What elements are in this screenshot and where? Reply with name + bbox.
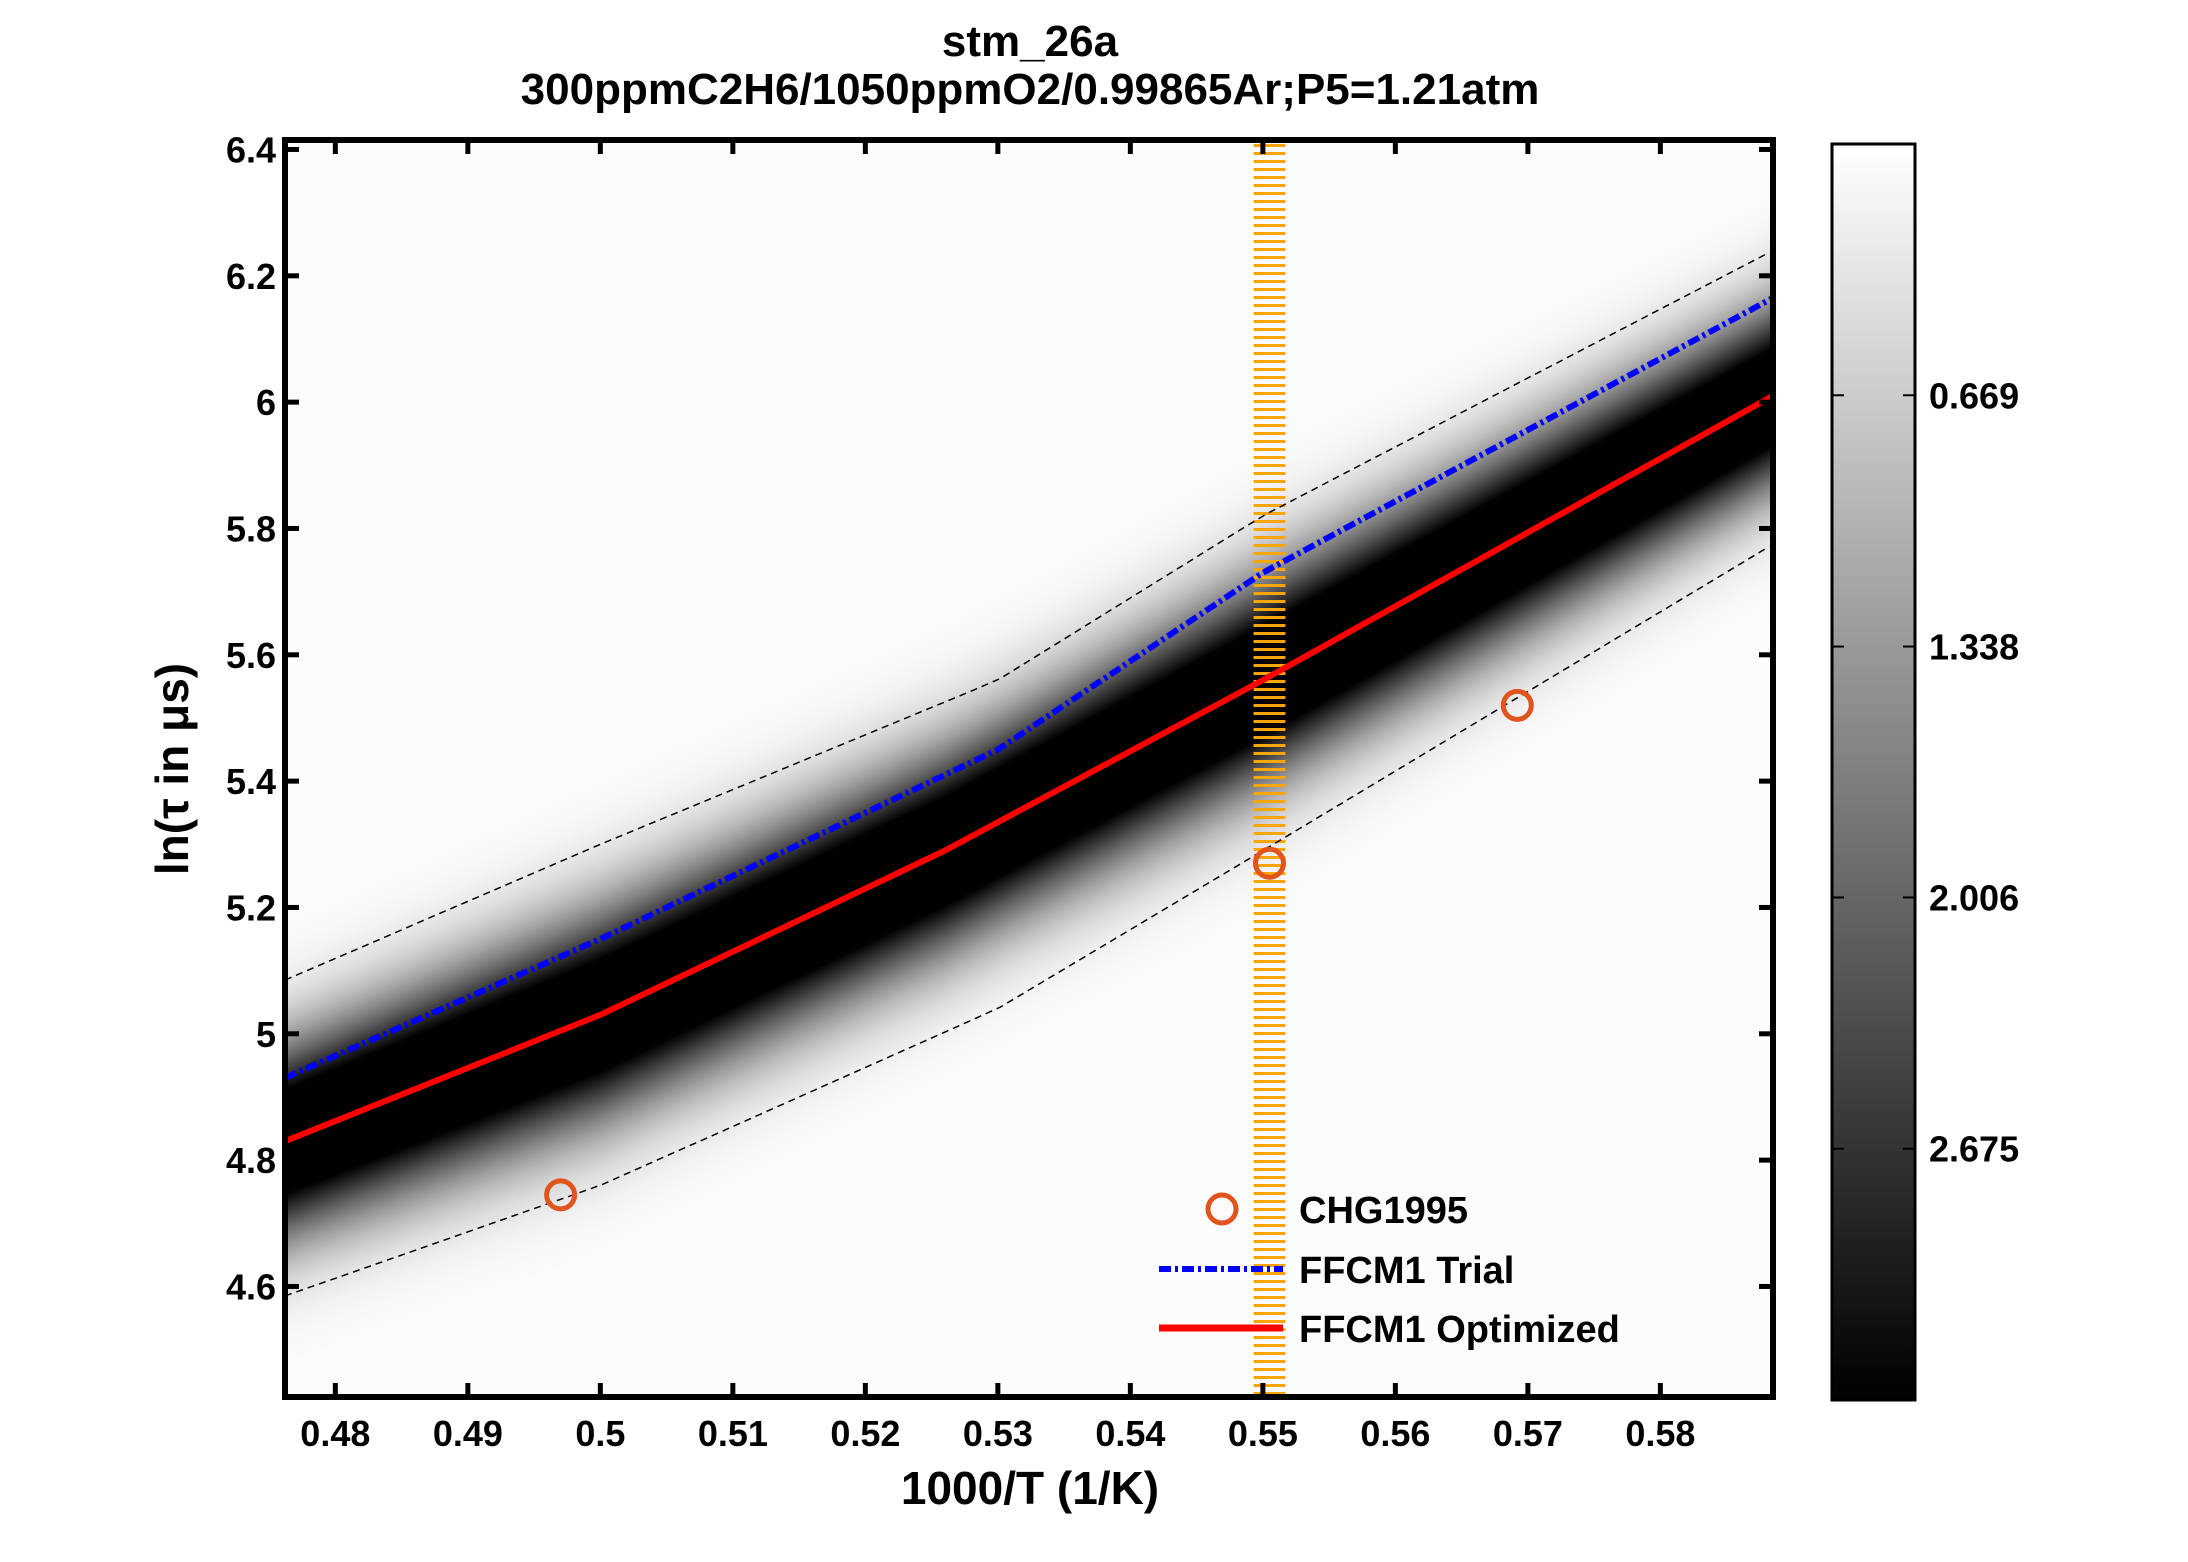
data-point [1252, 846, 1286, 880]
y-tick-label: 5.4 [226, 761, 276, 802]
x-tick-label: 0.57 [1493, 1413, 1563, 1454]
lower-bound-line [285, 545, 1770, 1297]
plot-frame [282, 137, 1776, 1400]
x-axis-label: 1000/T (1/K) [901, 1462, 1159, 1514]
chart-title: stm_26a [942, 17, 1119, 66]
x-tick-label: 0.53 [963, 1413, 1033, 1454]
colorbar-gradient [1830, 142, 1917, 1402]
x-tick-label: 0.48 [300, 1413, 370, 1454]
legend-label: FFCM1 Trial [1299, 1250, 1514, 1292]
optimized-series-line [285, 393, 1773, 1144]
legend-label: FFCM1 Optimized [1299, 1309, 1620, 1351]
y-tick-label: 6 [256, 382, 276, 423]
x-tick-label: 0.55 [1228, 1413, 1298, 1454]
trial-series-line [285, 295, 1773, 1081]
data-point [544, 1178, 578, 1212]
colorbar-tick-label: 2.006 [1929, 877, 2019, 918]
x-tick-label: 0.56 [1360, 1413, 1430, 1454]
y-tick-label: 5.6 [226, 635, 276, 676]
chart-subtitle: 300ppmC2H6/1050ppmO2/0.99865Ar;P5=1.21at… [521, 65, 1540, 114]
axes: 0.48 0.49 0.5 0.51 0.52 0.53 0.54 0.55 0.56 0.57 0… [226, 129, 1776, 1454]
y-tick-label: 6.4 [226, 129, 276, 170]
upper-bound-line [285, 251, 1770, 981]
colorbar: 0.669 1.338 2.006 2.675 [1830, 142, 2019, 1402]
plot-area [285, 140, 1773, 1397]
x-tick-label: 0.58 [1625, 1413, 1695, 1454]
y-tick-label: 4.6 [226, 1266, 276, 1307]
y-tick-label: 5.2 [226, 887, 276, 928]
x-tick-label: 0.51 [698, 1413, 768, 1454]
colorbar-tick-label: 0.669 [1929, 375, 2019, 416]
y-tick-label: 5 [256, 1014, 276, 1055]
data-point [1500, 688, 1534, 722]
y-axis-label: ln(τ in μs) [146, 663, 198, 875]
colorbar-tick-label: 2.675 [1929, 1129, 2019, 1170]
x-tick-label: 0.5 [575, 1413, 625, 1454]
colorbar-tick-label: 1.338 [1929, 627, 2019, 668]
x-tick-label: 0.49 [433, 1413, 503, 1454]
y-tick-label: 4.8 [226, 1140, 276, 1181]
legend: CHG1995 FFCM1 Trial FFCM1 Optimized [1159, 1190, 1620, 1351]
y-tick-label: 5.8 [226, 508, 276, 549]
x-tick-label: 0.54 [1095, 1413, 1165, 1454]
legend-label: CHG1995 [1299, 1190, 1468, 1232]
x-tick-label: 0.52 [830, 1413, 900, 1454]
vertical-band [1253, 140, 1286, 1397]
y-tick-label: 6.2 [226, 256, 276, 297]
legend-marker-circle [1205, 1192, 1239, 1226]
